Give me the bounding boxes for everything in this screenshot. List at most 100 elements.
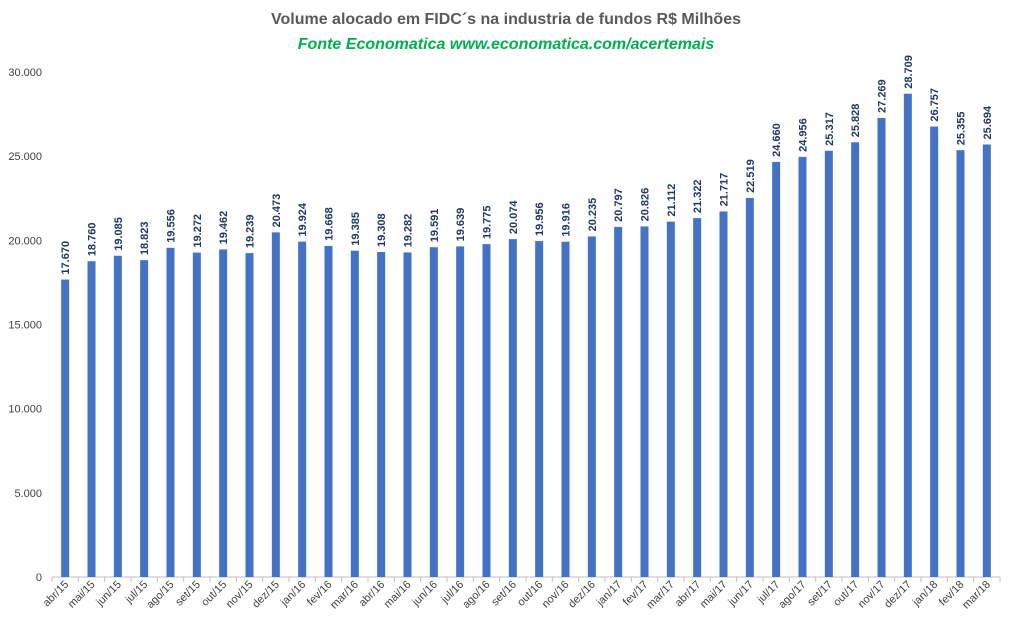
bar [719, 211, 728, 578]
x-tick-label: nov/15 [224, 579, 256, 611]
bar [298, 241, 307, 577]
x-tick-label: mar/16 [328, 579, 361, 612]
data-label: 19.385 [350, 212, 362, 246]
y-tick-label: 20.000 [8, 235, 42, 247]
bar [824, 150, 833, 577]
x-tick-label: jun/15 [94, 579, 124, 609]
y-tick-label: 15.000 [8, 320, 42, 332]
data-label: 19.956 [534, 202, 546, 236]
data-label: 28.709 [903, 55, 915, 89]
x-tick-label: ago/15 [144, 579, 176, 611]
data-label: 27.269 [877, 79, 889, 113]
y-tick-label: 25.000 [8, 151, 42, 163]
bar [61, 279, 70, 577]
y-tick-label: 30.000 [8, 67, 42, 79]
data-label: 22.519 [745, 159, 757, 193]
data-label: 25.355 [956, 112, 968, 146]
x-tick-label: dez/17 [882, 579, 914, 611]
x-tick-label: mai/15 [66, 579, 98, 611]
bar [535, 241, 544, 577]
bar [403, 252, 412, 577]
data-label: 25.317 [824, 112, 836, 146]
y-tick-label: 5.000 [14, 488, 42, 500]
data-label: 25.828 [850, 104, 862, 138]
x-tick-label: mar/18 [960, 579, 993, 612]
data-label: 19.462 [218, 211, 230, 245]
x-tick-label: ago/16 [460, 579, 492, 611]
x-tick-label: jun/16 [410, 579, 440, 609]
data-label: 21.322 [692, 179, 704, 213]
x-tick-label: nov/17 [856, 579, 888, 611]
x-tick-label: set/16 [489, 579, 519, 609]
data-label: 24.956 [798, 118, 810, 152]
bar [851, 142, 860, 577]
bar [587, 236, 596, 577]
bar [192, 252, 201, 577]
data-label: 24.660 [771, 123, 783, 157]
bar [245, 253, 254, 577]
bar [772, 161, 781, 577]
x-tick-label: mai/16 [382, 579, 414, 611]
data-label: 19.639 [455, 208, 467, 242]
bar [745, 197, 754, 577]
data-label: 19.308 [376, 213, 388, 247]
bar [377, 251, 386, 577]
x-tick-label: jun/17 [726, 579, 756, 609]
bar [982, 144, 991, 578]
bar [561, 241, 570, 578]
data-label: 18.760 [87, 223, 99, 257]
bar [666, 221, 675, 577]
bar [113, 255, 122, 577]
data-label: 19.924 [297, 202, 309, 237]
x-tick-label: set/15 [173, 579, 203, 609]
bar [877, 117, 886, 577]
x-tick-label: jan/17 [594, 579, 624, 609]
bar [956, 150, 965, 577]
x-tick-label: mai/17 [698, 579, 730, 611]
data-label: 25.694 [982, 105, 994, 140]
data-label: 20.797 [613, 188, 625, 222]
y-tick-label: 0 [36, 572, 42, 584]
bar [166, 247, 175, 578]
x-tick-label: abr/15 [41, 579, 72, 610]
bar [456, 246, 465, 578]
data-label: 20.235 [587, 198, 599, 232]
data-label: 19.239 [245, 214, 257, 248]
bar [903, 93, 912, 577]
bar [930, 126, 939, 577]
data-label: 19.668 [324, 207, 336, 241]
data-label: 17.670 [60, 241, 72, 275]
data-label: 19.282 [403, 214, 415, 248]
x-tick-label: nov/16 [540, 579, 572, 611]
x-tick-label: abr/16 [357, 579, 388, 610]
data-label: 19.085 [113, 217, 125, 251]
data-label: 18.823 [139, 221, 151, 255]
y-tick-label: 10.000 [8, 404, 42, 416]
data-label: 26.757 [929, 88, 941, 122]
data-label: 19.916 [561, 203, 573, 237]
x-tick-label: mar/17 [644, 579, 677, 612]
bar [508, 239, 517, 578]
data-label: 20.826 [640, 188, 652, 222]
chart-title: Volume alocado em FIDC´s na industria de… [271, 11, 741, 28]
data-label: 21.717 [719, 173, 731, 207]
x-tick-label: dez/16 [566, 579, 598, 611]
bar [324, 245, 333, 577]
bar [140, 260, 149, 577]
x-tick-label: dez/15 [250, 579, 282, 611]
bar [429, 247, 438, 577]
x-tick-label: abr/17 [673, 579, 704, 610]
bar [87, 261, 96, 577]
data-label: 20.074 [508, 200, 520, 235]
bar [640, 226, 649, 577]
chart-subtitle: Fonte Economatica www.economatica.com/ac… [297, 36, 715, 53]
x-tick-label: jan/16 [278, 579, 308, 609]
bar [614, 226, 623, 577]
bar [219, 249, 228, 578]
bar [798, 156, 807, 577]
data-label: 19.556 [166, 209, 178, 243]
x-tick-label: set/17 [805, 579, 835, 609]
x-tick-label: jan/18 [910, 579, 940, 609]
bar [271, 232, 280, 578]
